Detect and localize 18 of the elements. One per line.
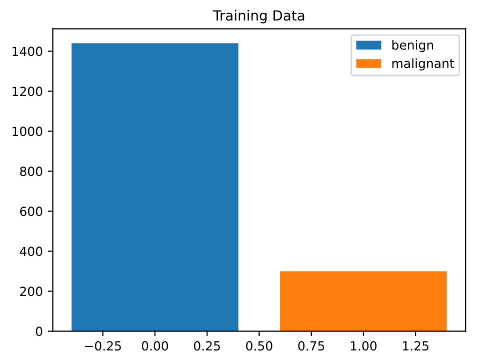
x-tick-label: 1.00 — [350, 341, 377, 351]
y-tick-label: 1400 — [12, 46, 42, 56]
legend-label: benign — [392, 40, 434, 52]
chart-title: Training Data — [212, 10, 304, 24]
x-tick-label: 1.25 — [403, 341, 428, 351]
x-tick-label: 0.25 — [194, 341, 220, 351]
x-tick-label: 0.75 — [298, 341, 324, 351]
y-tick-label: 600 — [20, 206, 42, 216]
y-tick-label: 1000 — [12, 126, 42, 136]
y-tick-label: 0 — [36, 326, 42, 336]
y-tick-label: 400 — [20, 246, 42, 256]
legend-label: malignant — [392, 58, 454, 70]
x-tick-label: −0.25 — [85, 341, 121, 351]
y-tick-label: 200 — [20, 286, 42, 296]
x-tick-label: 0.00 — [142, 341, 168, 351]
x-tick-label: 0.50 — [246, 341, 272, 351]
y-tick-label: 1200 — [12, 86, 42, 96]
y-tick-label: 800 — [20, 166, 42, 176]
